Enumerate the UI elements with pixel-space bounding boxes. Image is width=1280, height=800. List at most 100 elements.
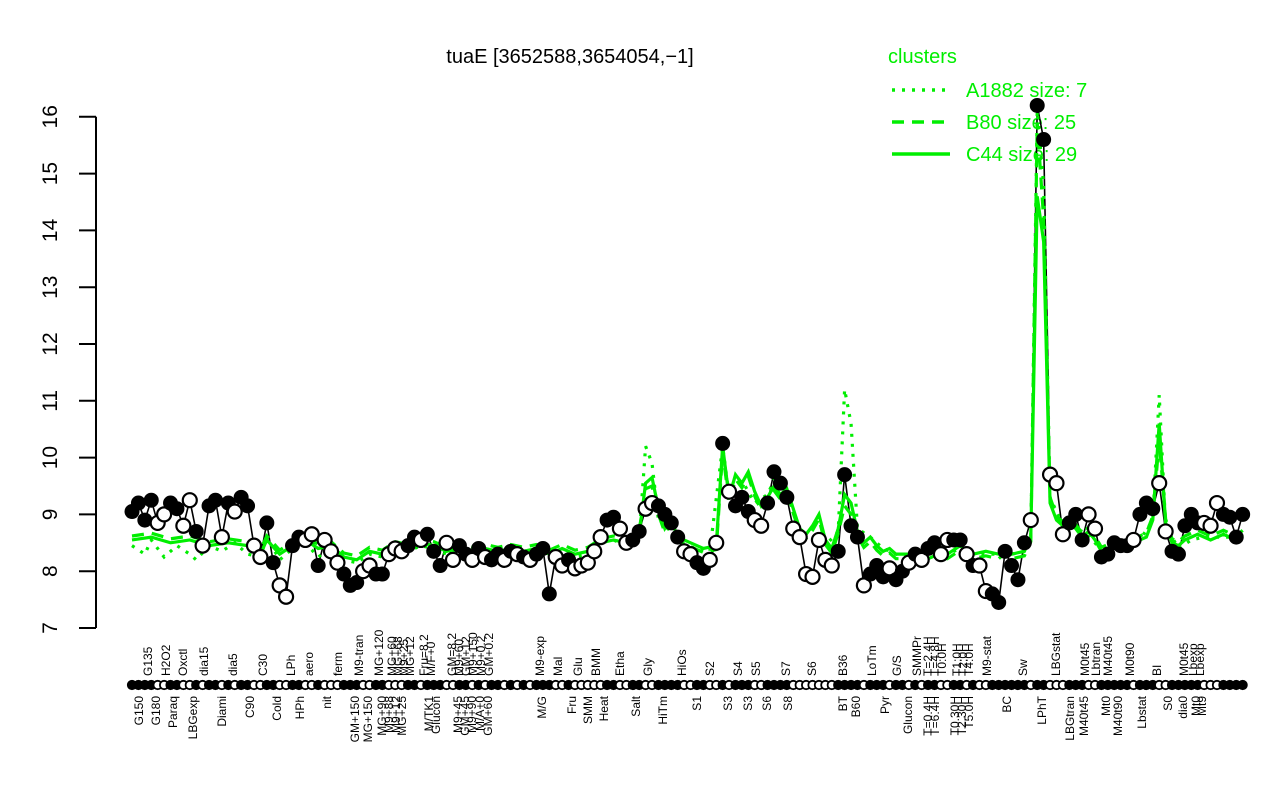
expression-point-filled <box>1228 529 1244 545</box>
cluster-line-C44-solid <box>131 196 1244 562</box>
x-axis-label-bottom: LBGexp <box>186 696 200 740</box>
x-axis-label-bottom: MG+150 <box>361 696 375 743</box>
expression-point-filled <box>259 515 275 531</box>
expression-point-filled <box>143 492 159 508</box>
x-axis-label-bottom: T=0.4H <box>921 696 935 736</box>
x-axis-label-bottom: T5.0H <box>962 696 976 729</box>
x-axis-label-bottom: BT <box>836 695 850 711</box>
expression-point-open <box>913 551 930 568</box>
x-axis-label-top: C30 <box>256 654 270 676</box>
expression-point-filled <box>207 492 223 508</box>
x-axis-label-top: T0:0H <box>935 643 949 676</box>
expression-point-open <box>823 557 840 574</box>
x-axis-label-top: M9-stat <box>980 635 994 676</box>
x-axis-label-bottom: T=6.4H <box>928 696 942 736</box>
expression-point-filled <box>310 558 326 574</box>
expression-point-open <box>804 568 821 585</box>
expression-point-filled <box>1170 546 1186 562</box>
x-axis-label-bottom: nit <box>320 695 334 708</box>
x-axis-label-bottom: M40t45 <box>1077 696 1091 736</box>
x-axis-label-bottom: LPhT <box>1035 695 1049 724</box>
x-axis-label-bottom: M9+45 <box>451 696 465 733</box>
expression-point-open <box>708 534 725 551</box>
y-axis: 7 8 9 10 11 12 13 14 15 16 <box>39 105 97 634</box>
expression-point-filled <box>766 464 782 480</box>
x-axis-label-bottom: Heat <box>597 695 611 721</box>
expression-point-filled <box>426 543 442 559</box>
x-axis-label-top: T=4.8H <box>928 636 942 676</box>
expression-point-open <box>444 551 462 568</box>
expression-point-open <box>611 520 629 537</box>
x-axis-label-top: M9+60 <box>452 639 466 676</box>
x-axis-label-top: M0t45 <box>1078 642 1092 676</box>
expression-point-filled <box>1029 97 1045 113</box>
y-tick-label: 7 <box>39 622 62 634</box>
expression-point-filled <box>715 435 731 451</box>
x-axis-label-bottom: Mt9 <box>1195 696 1209 716</box>
expression-point-open <box>1125 531 1142 549</box>
x-axis-label-top: LBGstat <box>1049 632 1063 676</box>
x-axis-label-bottom: M/G <box>535 696 549 719</box>
expression-point-open <box>252 548 269 566</box>
x-axis-label-bottom: S6 <box>760 696 774 711</box>
x-axis-label-top: Lbtran <box>1089 642 1103 676</box>
cluster-series <box>131 110 1244 565</box>
y-tick-label: 10 <box>39 446 62 469</box>
expression-point-open <box>277 588 295 605</box>
x-axis-label-top: GM=8.2 <box>445 633 459 676</box>
x-axis-label-top: aero <box>302 652 316 676</box>
x-axis-label-bottom: S8 <box>781 696 795 711</box>
expression-point-filled <box>419 526 435 542</box>
x-axis-label-top: Lbexp <box>1186 643 1200 676</box>
x-axis-label-top: dia15 <box>197 646 211 676</box>
expression-point-open <box>226 503 243 520</box>
expression-point-open <box>438 534 455 551</box>
x-axis-label-bottom: M40t90 <box>1111 696 1125 736</box>
x-axis-label-bottom: Glucon <box>901 696 915 734</box>
x-axis-label-top: Etha <box>613 651 627 676</box>
x-axis-label-bottom: M/TK1 <box>422 696 436 732</box>
y-tick-label: 15 <box>39 162 62 185</box>
expression-point-filled <box>779 489 795 505</box>
x-axis-label-top: ferm <box>331 652 345 676</box>
x-axis-label-top: M9+0.2 <box>474 635 488 676</box>
expression-point-open <box>971 557 988 574</box>
x-axis-label-bottom: GM+150 <box>348 696 362 743</box>
expression-point-filled <box>734 489 750 505</box>
x-axis-label-bottom: C90 <box>243 696 257 718</box>
expression-point-open <box>1202 517 1219 534</box>
x-axis-label-top: G/S <box>890 655 904 676</box>
expression-point-open <box>855 577 872 594</box>
x-axis-label-top: M0t45 <box>1177 642 1191 676</box>
expression-point-filled <box>1074 532 1090 548</box>
x-axis-label-top: T2:0H <box>956 643 970 676</box>
x-axis-label-bottom: M/A+0 <box>473 696 487 731</box>
expression-point-filled <box>849 529 865 545</box>
expression-point-filled <box>663 515 679 531</box>
expression-point-filled <box>670 529 686 545</box>
x-axis-label-top: M0t90 <box>1123 642 1137 676</box>
x-axis-label-top: dia5 <box>226 653 240 676</box>
x-axis-label-top: MG+12 <box>403 636 417 676</box>
expression-point-filled <box>952 532 968 548</box>
x-axis-label-bottom: S3 <box>721 696 735 711</box>
x-axis-label-top: Oxctl <box>176 649 190 676</box>
expression-point-filled <box>1004 558 1020 574</box>
expression-point-filled <box>843 518 859 534</box>
expression-point-filled <box>1235 506 1251 522</box>
x-axis-label-top: MG+120 <box>372 629 386 676</box>
expression-point-open <box>156 506 173 523</box>
x-axis-label-top: B36 <box>836 654 850 676</box>
expression-point-open <box>958 546 975 563</box>
expression-point-open <box>303 526 320 543</box>
x-axis-label-bottom: LBGtran <box>1063 696 1077 741</box>
x-axis-label-top: BI <box>1150 665 1164 676</box>
expression-point-open <box>1086 520 1104 537</box>
x-axis-label-bottom: Salt <box>629 695 643 716</box>
expression-point-open <box>1080 506 1097 523</box>
x-axis-label-bottom: M9+88 <box>382 696 396 733</box>
x-axis-label-bottom: G180 <box>149 696 163 726</box>
x-axis-label-top: Lbexp <box>1193 643 1207 676</box>
